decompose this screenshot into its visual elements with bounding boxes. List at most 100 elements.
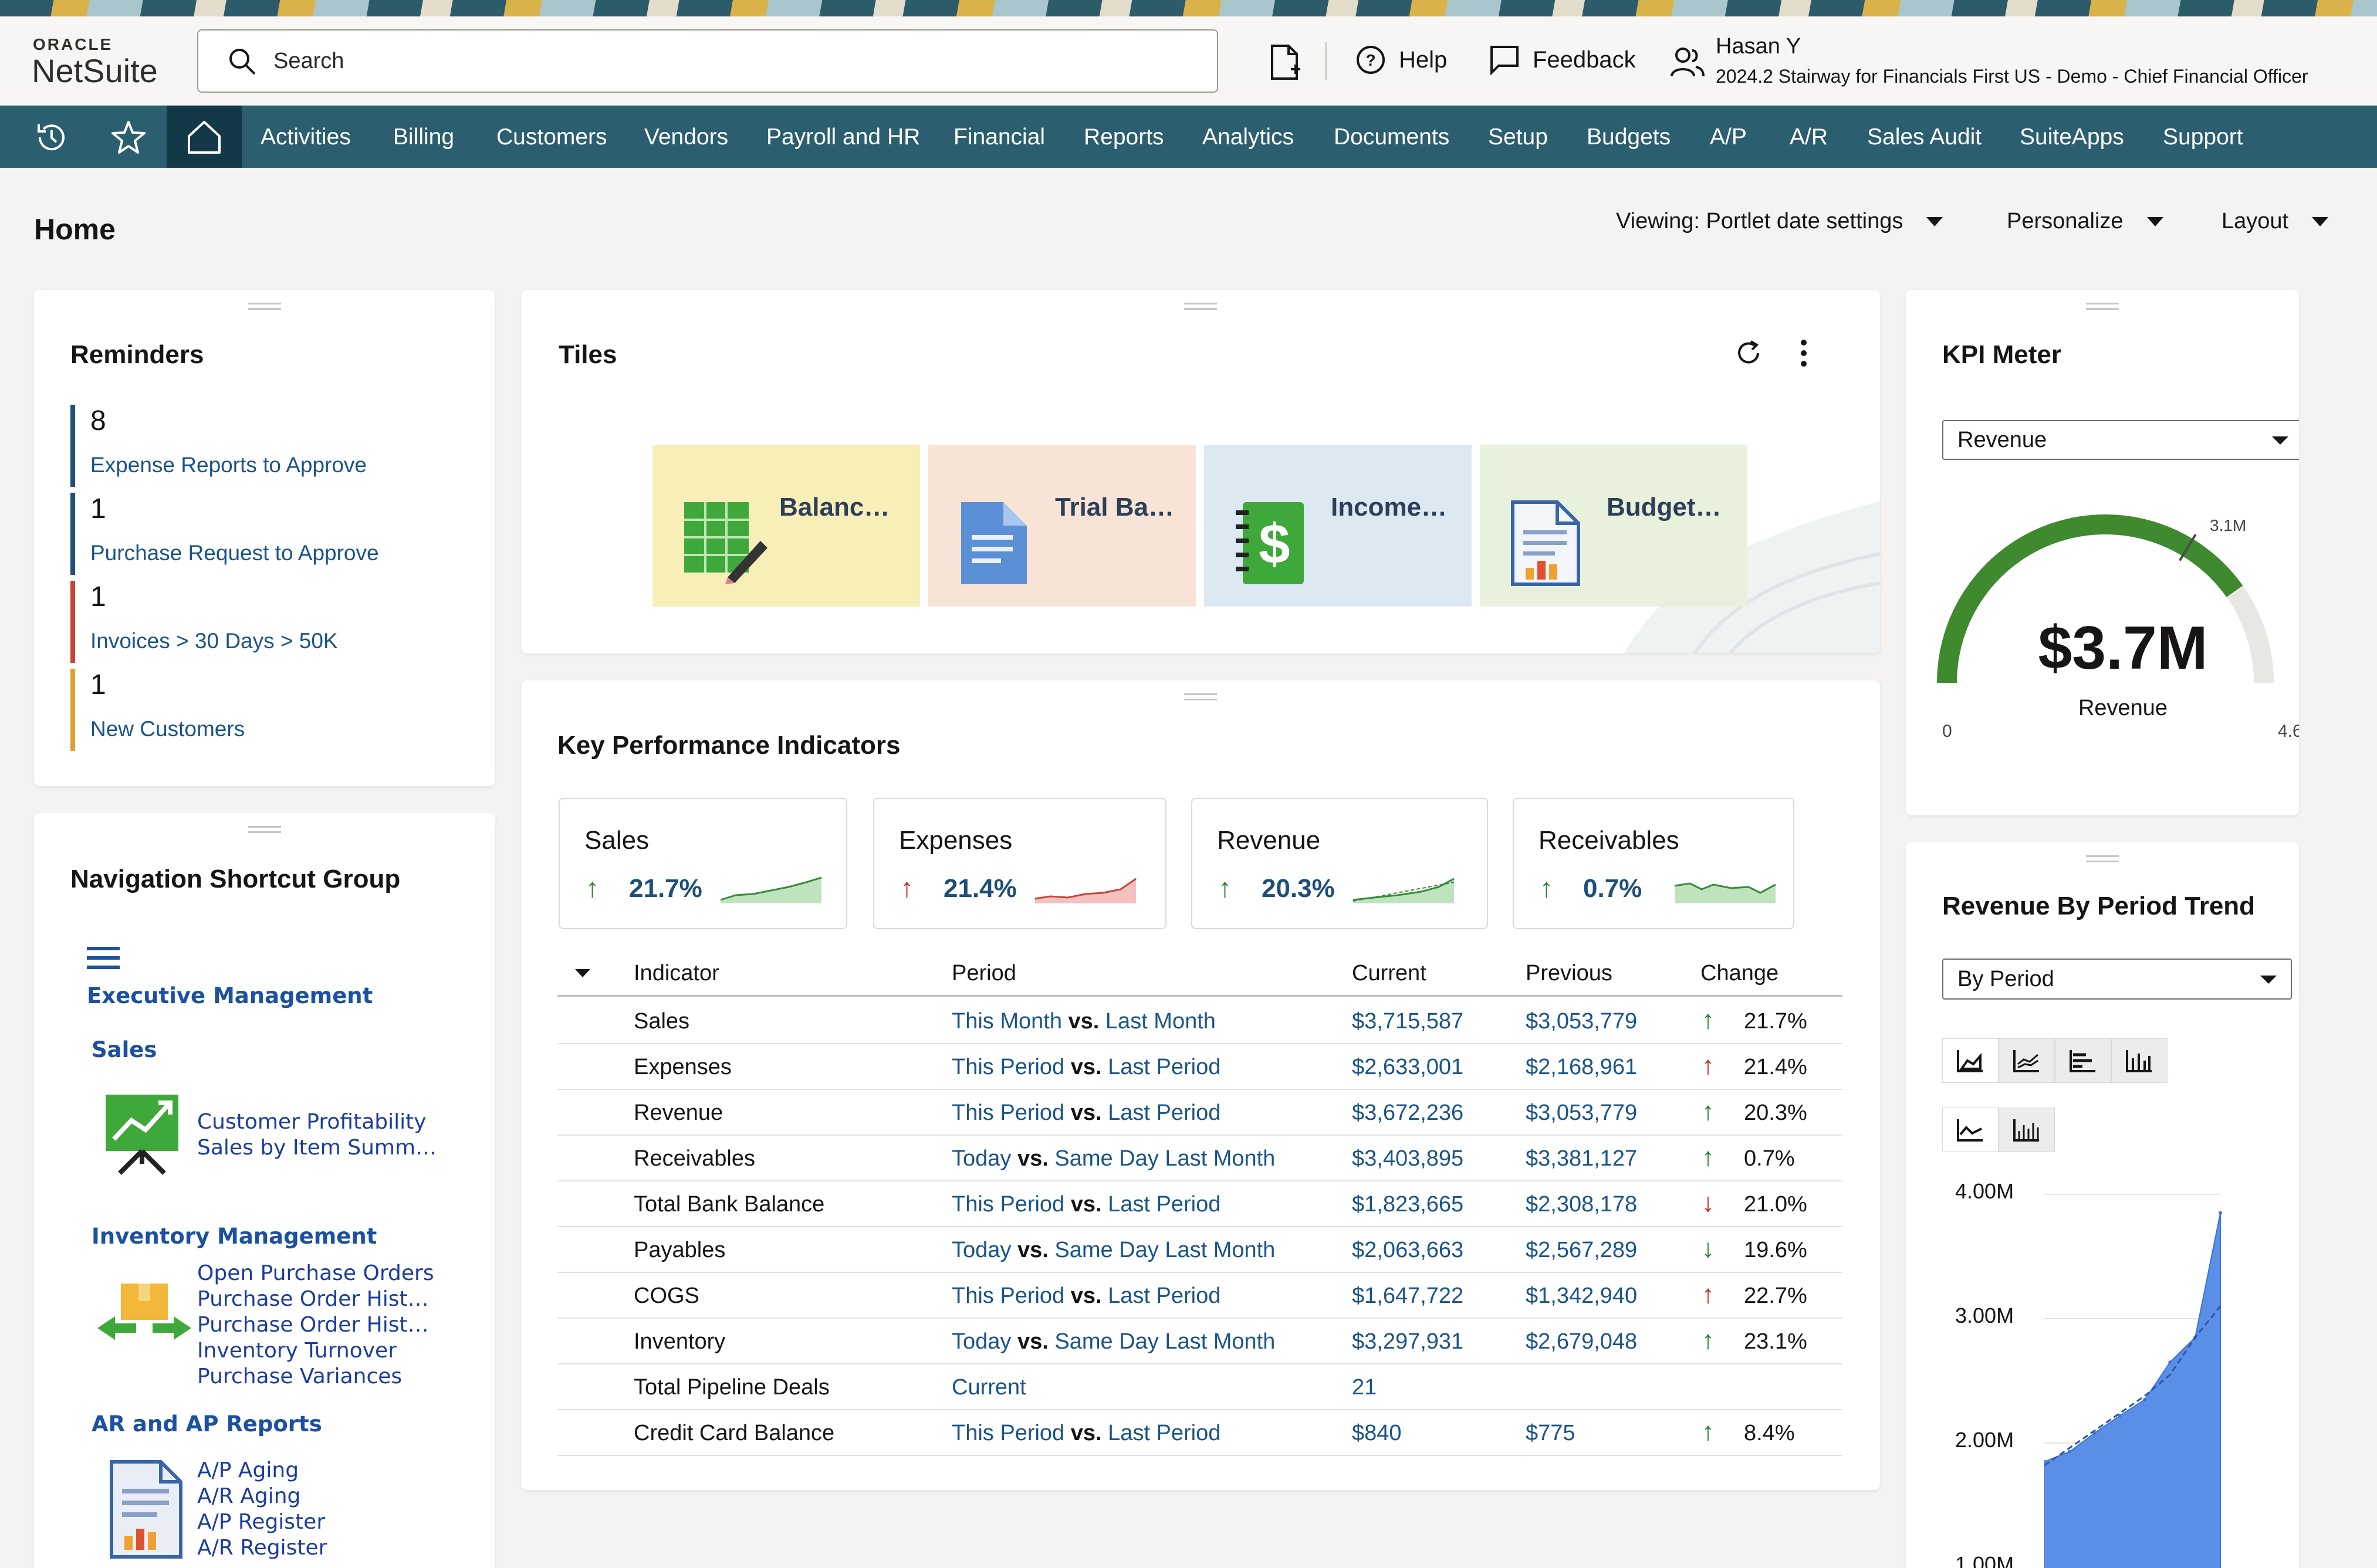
- nav-budgets[interactable]: Budgets: [1587, 124, 1671, 150]
- compare-period-link[interactable]: Same Day Last Month: [1054, 1238, 1276, 1262]
- nav-sales-audit[interactable]: Sales Audit: [1867, 124, 1982, 150]
- nav-documents[interactable]: Documents: [1334, 124, 1450, 150]
- line-chart-button[interactable]: [1942, 1108, 1999, 1152]
- tile-income-statement[interactable]: $ Income…: [1204, 445, 1472, 607]
- table-row[interactable]: Payables Today vs. Same Day Last Month $2,…: [557, 1227, 1842, 1273]
- period-link[interactable]: This Period: [952, 1283, 1065, 1308]
- netsuite-logo[interactable]: NetSuite: [32, 52, 158, 89]
- tile-budget[interactable]: Budget…: [1480, 445, 1747, 607]
- table-row[interactable]: COGS This Period vs. Last Period $1,647,72…: [557, 1273, 1842, 1319]
- user-roles-icon[interactable]: [1670, 46, 1705, 79]
- period-link[interactable]: Today: [952, 1146, 1012, 1171]
- horizontal-bar-button[interactable]: [2055, 1038, 2111, 1083]
- current-value[interactable]: $3,297,931: [1352, 1329, 1464, 1354]
- table-row[interactable]: Sales This Month vs. Last Month $3,715,587…: [557, 998, 1842, 1044]
- current-value[interactable]: $1,823,665: [1352, 1192, 1464, 1217]
- recent-records-icon[interactable]: [33, 118, 70, 156]
- period-link[interactable]: This Period: [952, 1100, 1065, 1125]
- previous-value[interactable]: $2,308,178: [1526, 1192, 1638, 1217]
- purchase-variances-link[interactable]: Purchase Variances: [197, 1364, 403, 1388]
- reminder-item[interactable]: 1 Invoices > 30 Days > 50K: [70, 581, 481, 663]
- table-row[interactable]: Credit Card Balance This Period vs. Last …: [557, 1410, 1842, 1456]
- menu-icon[interactable]: [87, 947, 120, 970]
- compare-period-link[interactable]: Last Period: [1108, 1055, 1221, 1079]
- purchase-order-history-link-2[interactable]: Purchase Order Hist…: [197, 1313, 429, 1337]
- inventory-turnover-link[interactable]: Inventory Turnover: [197, 1339, 397, 1363]
- ar-aging-link[interactable]: A/R Aging: [197, 1484, 301, 1508]
- help-button[interactable]: ? Help: [1355, 45, 1447, 75]
- user-role[interactable]: 2024.2 Stairway for Financials First US …: [1716, 66, 2308, 87]
- revenue-area-series[interactable]: [2044, 1213, 2221, 1568]
- current-value[interactable]: $1,647,722: [1352, 1283, 1464, 1308]
- compare-period-link[interactable]: Same Day Last Month: [1054, 1329, 1276, 1354]
- period-link[interactable]: This Month: [952, 1009, 1062, 1034]
- nav-support[interactable]: Support: [2163, 124, 2243, 150]
- drag-handle[interactable]: [2086, 303, 2119, 310]
- home-icon[interactable]: [185, 118, 223, 155]
- previous-value[interactable]: $3,053,779: [1526, 1100, 1638, 1125]
- reminder-item[interactable]: 1 Purchase Request to Approve: [70, 493, 481, 575]
- data-point[interactable]: [2168, 1360, 2172, 1364]
- reminder-label[interactable]: Invoices > 30 Days > 50K: [90, 629, 338, 653]
- data-point[interactable]: [2143, 1397, 2147, 1401]
- reminder-item[interactable]: 8 Expense Reports to Approve: [70, 405, 481, 487]
- nav-suiteapps[interactable]: SuiteApps: [2020, 124, 2124, 150]
- feedback-button[interactable]: Feedback: [1488, 45, 1636, 75]
- previous-value[interactable]: $1,342,940: [1526, 1283, 1638, 1308]
- stacked-area-button[interactable]: [1999, 1038, 2055, 1083]
- compare-period-link[interactable]: Last Period: [1108, 1421, 1221, 1445]
- period-link[interactable]: This Period: [952, 1192, 1065, 1217]
- nav-activities[interactable]: Activities: [261, 124, 351, 150]
- area-chart-button[interactable]: [1942, 1038, 1999, 1083]
- table-row[interactable]: Inventory Today vs. Same Day Last Month $3…: [557, 1319, 1842, 1364]
- period-link[interactable]: Current: [952, 1375, 1026, 1400]
- table-row[interactable]: Receivables Today vs. Same Day Last Month…: [557, 1136, 1842, 1181]
- purchase-order-history-link[interactable]: Purchase Order Hist…: [197, 1287, 429, 1311]
- personalize-dropdown[interactable]: Personalize: [2007, 209, 2163, 234]
- create-record-icon[interactable]: [1267, 43, 1303, 81]
- search-input[interactable]: [273, 42, 1189, 80]
- tile-trial-balance[interactable]: Trial Ba…: [928, 445, 1196, 607]
- period-link[interactable]: Today: [952, 1329, 1012, 1354]
- period-link[interactable]: This Period: [952, 1421, 1065, 1445]
- kpi-card-expenses[interactable]: Expenses ↑ 21.4%: [873, 798, 1166, 929]
- compare-period-link[interactable]: Last Period: [1108, 1100, 1221, 1125]
- executive-management-link[interactable]: Executive Management: [87, 983, 373, 1008]
- more-options-icon[interactable]: [1798, 338, 1810, 368]
- user-name[interactable]: Hasan Y: [1716, 34, 1801, 59]
- kpi-card-receivables[interactable]: Receivables ↑ 0.7%: [1513, 798, 1794, 929]
- viewing-dropdown[interactable]: Viewing: Portlet date settings: [1616, 209, 1943, 234]
- compare-period-link[interactable]: Last Month: [1105, 1009, 1216, 1034]
- period-link[interactable]: Today: [952, 1238, 1012, 1262]
- collapse-caret-icon[interactable]: [575, 969, 590, 977]
- current-value[interactable]: $840: [1352, 1421, 1402, 1445]
- tile-balance-sheet[interactable]: Balanc…: [652, 445, 920, 607]
- nav-financial[interactable]: Financial: [953, 124, 1046, 150]
- nav-vendors[interactable]: Vendors: [644, 124, 729, 150]
- previous-value[interactable]: $2,679,048: [1526, 1329, 1638, 1354]
- bar-chart-button[interactable]: [2111, 1038, 2168, 1083]
- previous-value[interactable]: $2,168,961: [1526, 1055, 1638, 1079]
- compare-period-link[interactable]: Last Period: [1108, 1192, 1221, 1217]
- kpi-meter-select[interactable]: Revenue: [1942, 420, 2299, 460]
- nav-payroll-hr[interactable]: Payroll and HR: [766, 124, 921, 150]
- column-chart-button[interactable]: [1999, 1108, 2055, 1152]
- drag-handle[interactable]: [248, 826, 281, 833]
- table-row[interactable]: Expenses This Period vs. Last Period $2,63…: [557, 1044, 1842, 1090]
- drag-handle[interactable]: [248, 303, 281, 310]
- previous-value[interactable]: $2,567,289: [1526, 1238, 1638, 1262]
- current-value[interactable]: $3,715,587: [1352, 1009, 1464, 1034]
- trend-period-select[interactable]: By Period: [1942, 959, 2292, 1000]
- table-row[interactable]: Total Pipeline Deals Current 21: [557, 1364, 1842, 1410]
- nav-analytics[interactable]: Analytics: [1202, 124, 1294, 150]
- nav-billing[interactable]: Billing: [393, 124, 455, 150]
- compare-period-link[interactable]: Same Day Last Month: [1054, 1146, 1276, 1171]
- reminder-label[interactable]: Expense Reports to Approve: [90, 453, 367, 477]
- favorites-star-icon[interactable]: [110, 120, 147, 155]
- drag-handle[interactable]: [1184, 303, 1217, 310]
- ap-aging-link[interactable]: A/P Aging: [197, 1458, 299, 1482]
- period-link[interactable]: This Period: [952, 1055, 1065, 1079]
- customer-profitability-link[interactable]: Customer Profitability: [197, 1110, 427, 1134]
- current-value[interactable]: $2,063,663: [1352, 1238, 1464, 1262]
- layout-dropdown[interactable]: Layout: [2222, 209, 2329, 234]
